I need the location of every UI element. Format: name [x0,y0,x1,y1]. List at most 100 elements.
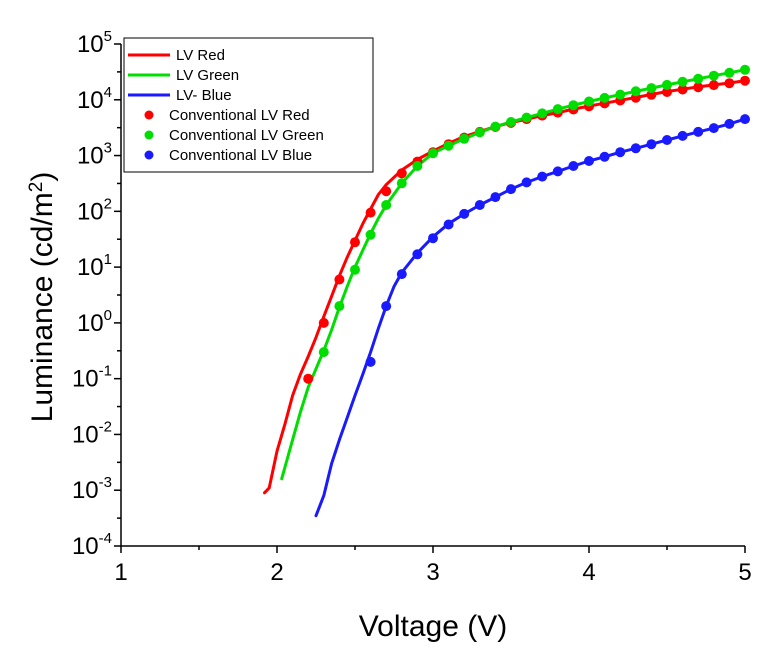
series-point-5-0 [365,356,376,367]
series-point-5-23 [724,118,735,129]
legend-label-5: Conventional LV Blue [169,147,312,164]
series-point-4-0 [318,347,329,358]
series-point-3-5 [381,186,392,197]
y-tick-label-3: 10-1 [72,363,112,393]
series-point-5-19 [662,135,672,145]
series-point-4-15 [552,104,563,115]
series-point-4-8 [443,140,454,151]
plot-marks [263,64,750,518]
series-point-4-21 [646,83,657,94]
y-tick-label-1: 10-3 [72,474,112,504]
x-tick-label-2: 3 [426,559,439,586]
series-point-5-3 [412,249,423,260]
x-tick-label-4: 5 [738,559,751,586]
series-point-3-27 [724,78,735,89]
series-point-4-16 [568,100,579,111]
x-tick-label-3: 4 [582,559,595,586]
series-point-5-1 [381,301,392,312]
series-point-4-4 [381,200,392,210]
series-point-3-3 [350,237,360,248]
legend-label-1: LV Green [176,67,239,84]
plot-area [263,64,750,518]
x-tick-label-1: 2 [270,559,283,586]
series-point-4-22 [662,79,672,90]
y-axis-title-suffix: ) [26,172,59,182]
series-point-4-19 [615,89,626,100]
legend-marker-swatch-4 [144,130,154,140]
series-line-2 [314,117,747,518]
series-point-5-6 [459,208,470,219]
series-point-5-22 [708,123,719,134]
y-axis-title: Luminance (cd/m2) [26,172,60,423]
series-point-5-17 [630,143,641,154]
series-point-3-26 [708,80,719,91]
series-point-4-26 [724,67,735,78]
y-tick-label-6: 102 [77,195,112,225]
series-point-5-5 [443,219,454,230]
legend: LV Red LV Green LV- Blue Conventional LV Re… [123,37,374,173]
x-tick-label-0: 1 [114,559,127,586]
series-point-4-11 [490,121,501,132]
series-point-4-7 [428,148,438,159]
legend-box [123,37,374,173]
y-tick-label-9: 105 [77,28,112,58]
series-point-5-24 [740,114,750,125]
legend-marker-swatch-5 [144,150,154,160]
legend-label-4: Conventional LV Green [169,127,324,144]
series-point-4-17 [584,96,594,107]
series-point-3-0 [303,373,314,384]
series-point-4-27 [740,64,750,75]
series-point-5-14 [584,156,594,166]
series-point-5-10 [521,177,532,188]
series-point-5-4 [428,233,438,244]
series-point-5-12 [552,166,563,177]
series-point-5-2 [396,269,407,280]
series-point-3-25 [693,82,704,93]
y-tick-label-2: 10-2 [72,418,112,448]
series-point-5-11 [537,171,548,182]
series-point-4-3 [365,229,376,240]
series-point-4-1 [334,301,345,312]
y-tick-label-4: 100 [77,307,112,337]
series-point-4-13 [521,112,532,123]
series-point-3-28 [740,75,750,86]
series-point-5-7 [474,200,485,210]
legend-label-0: LV Red [176,47,225,64]
series-point-4-6 [412,161,423,171]
series-point-3-24 [677,84,688,95]
series-point-4-14 [537,108,548,119]
series-point-5-13 [568,161,579,171]
legend-label-3: Conventional LV Red [169,107,310,124]
y-tick-label-5: 101 [77,251,112,281]
legend-label-2: LV- Blue [176,87,232,104]
x-axis-title: Voltage (V) [359,610,507,643]
legend-marker-swatch-3 [144,110,154,120]
y-tick-label-8: 104 [77,84,112,114]
series-point-4-20 [630,86,641,97]
series-point-5-21 [693,126,704,137]
series-point-5-18 [646,139,657,150]
series-point-5-20 [677,130,688,141]
series-point-4-12 [506,117,516,127]
series-line-0 [263,79,747,495]
series-point-4-5 [396,178,407,189]
y-axis-title-prefix: Luminance (cd/m [26,192,59,422]
plot-axes: 1 2 3 4 5 10-4 10-3 10-2 10-1 100 101 102 103 104 105 [72,28,752,586]
series-point-4-23 [677,76,688,87]
series-point-5-8 [490,192,501,203]
series-point-4-2 [350,264,360,275]
series-point-5-15 [599,151,610,162]
y-axis-title-sup: 2 [26,182,47,193]
series-point-5-16 [615,147,626,158]
y-tick-label-7: 103 [77,140,112,170]
series-point-3-4 [365,207,376,218]
y-tick-label-0: 10-4 [72,530,112,560]
series-point-4-10 [474,127,485,138]
series-point-3-1 [318,317,329,328]
series-point-4-18 [599,92,610,103]
series-point-4-24 [693,73,704,84]
series-point-4-25 [708,70,719,81]
series-point-3-23 [662,87,672,97]
series-point-3-2 [334,274,345,285]
